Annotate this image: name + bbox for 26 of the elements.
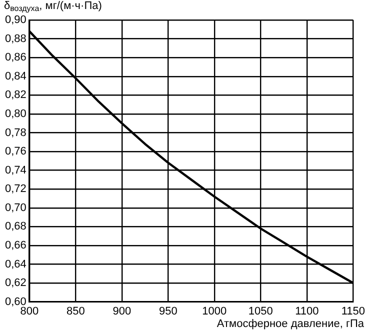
y-tick-label: 0,78	[4, 126, 26, 139]
y-tick-label: 0,60	[4, 296, 26, 308]
y-tick-label: 0,90	[4, 14, 26, 26]
y-tick-label: 0,88	[4, 32, 26, 45]
y-tick-label: 0,64	[4, 258, 26, 270]
x-tick-label: 900	[112, 305, 132, 318]
x-tick-label: 1000	[202, 305, 227, 318]
y-tick-label: 0,74	[4, 164, 26, 176]
x-tick-label: 850	[66, 305, 85, 318]
y-tick-label: 0,62	[4, 277, 26, 290]
x-tick-label: 1050	[248, 305, 273, 318]
y-tick-label: 0,84	[4, 70, 26, 82]
x-tick-label: 800	[20, 305, 39, 318]
y-tick-label: 0,72	[4, 183, 26, 196]
x-tick-label: 1100	[295, 305, 319, 318]
y-tick-label: 0,80	[4, 108, 26, 120]
y-tick-label: 0,68	[4, 220, 26, 233]
x-tick-label: 950	[158, 305, 178, 318]
y-axis-title: δ$_{воздуха}$, мг/(м·ч·Па)	[4, 0, 102, 13]
y-tick-label: 0,86	[4, 52, 26, 64]
y-tick-label: 0,70	[4, 202, 26, 214]
y-tick-label: 0,76	[4, 146, 26, 158]
x-tick-label: 1150	[341, 305, 365, 318]
y-tick-label: 0,82	[4, 89, 26, 102]
x-axis-title: Атмосферное давление, гПа	[216, 318, 364, 330]
y-tick-label: 0,66	[4, 239, 26, 252]
